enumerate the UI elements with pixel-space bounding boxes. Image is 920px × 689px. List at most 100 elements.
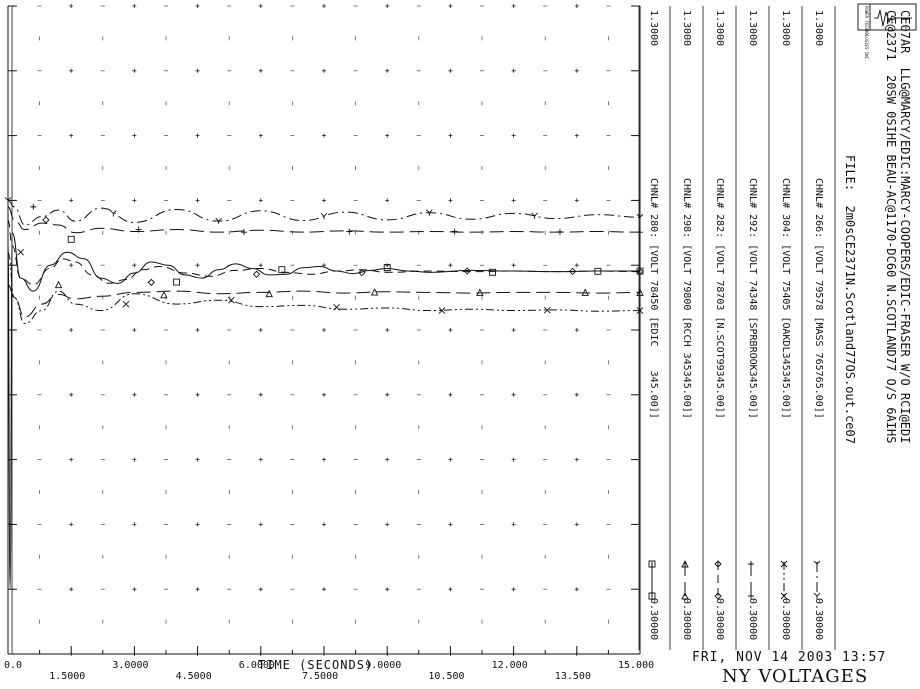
series-marker xyxy=(30,203,37,210)
series-2 xyxy=(7,248,644,325)
legend-min: 0.30000 xyxy=(648,598,659,641)
series-marker xyxy=(748,561,754,567)
series-marker xyxy=(278,266,286,274)
x-tick-label: 4.5000 xyxy=(175,671,212,682)
grid-cross xyxy=(195,457,200,462)
legend-max: 1.3000 xyxy=(681,10,692,47)
series-marker xyxy=(122,300,130,308)
grid-cross xyxy=(448,263,453,268)
grid-cross xyxy=(322,4,326,8)
x-tick-label: 0.0 xyxy=(4,660,23,671)
series-marker xyxy=(556,228,563,235)
grid-cross xyxy=(511,392,516,397)
series-marker xyxy=(265,289,273,298)
legend-max: 1.3000 xyxy=(648,10,659,47)
grid-cross xyxy=(448,133,453,138)
series-marker xyxy=(748,593,754,599)
grid-cross xyxy=(511,263,516,268)
legend-max: 1.3000 xyxy=(780,10,791,47)
grid-cross xyxy=(195,587,200,592)
grid-cross xyxy=(385,392,390,397)
grid-cross xyxy=(258,457,263,462)
grid-cross xyxy=(448,198,453,203)
series-marker xyxy=(681,559,689,568)
series-5 xyxy=(7,280,644,318)
series-marker xyxy=(383,264,391,272)
series-marker xyxy=(147,278,155,287)
legend-name: CHNL# 280: [VOLT 78450 [EDIC 345.00]] xyxy=(648,178,659,419)
legend-min: 0.30000 xyxy=(714,598,725,641)
grid-cross xyxy=(448,392,453,397)
grid-cross xyxy=(322,457,326,462)
grid-cross xyxy=(511,522,516,527)
series-line xyxy=(7,251,641,325)
grid-cross xyxy=(385,587,390,592)
grid-cross xyxy=(511,198,516,203)
grid-cross xyxy=(574,68,579,73)
grid-cross xyxy=(448,328,453,332)
date-time-stamp: FRI, NOV 14 2003 13:57 xyxy=(692,650,887,665)
legend-min: 0.30000 xyxy=(681,598,692,641)
series-marker xyxy=(135,226,142,233)
legend-name: CHNL# 292: [VOLT 74348 [SPRBROOK345.00]] xyxy=(747,178,758,419)
grid-cross xyxy=(448,4,453,8)
logo xyxy=(857,3,917,31)
x-tick-label: 15.000 xyxy=(618,660,655,671)
grid-cross xyxy=(448,587,453,592)
x-tick-label: 13.500 xyxy=(554,671,591,682)
x-tick-label: 7.5000 xyxy=(302,671,339,682)
grid-cross xyxy=(322,263,326,268)
series-marker xyxy=(813,592,821,599)
series-marker xyxy=(110,210,117,217)
series-marker xyxy=(173,278,180,286)
plot-grid xyxy=(7,4,641,656)
series-marker xyxy=(581,288,589,296)
grid-cross xyxy=(322,392,326,397)
grid-cross xyxy=(258,263,263,268)
title-line-2: CE@2371 20SW 0SIHE BEAU-AC@1170-DC60 N.S… xyxy=(884,10,898,444)
series-line xyxy=(7,219,641,286)
series-marker xyxy=(240,229,247,236)
grid-cross xyxy=(69,133,74,138)
grid-cross xyxy=(258,133,263,138)
grid-cross xyxy=(69,263,74,268)
legend-name: CHNL# 298: [VOLT 79800 [RCCH 345345.00]] xyxy=(681,178,692,419)
grid-cross xyxy=(574,587,579,592)
series-marker xyxy=(568,267,577,275)
legend-max: 1.3000 xyxy=(714,10,725,47)
file-label: FILE: 2m0sCE2371N.Scotland77OS.out.ce07 xyxy=(843,155,857,444)
grid-cross xyxy=(195,392,200,397)
legend-name: CHNL# 266: [VOLT 79578 [MASS 765765.00]] xyxy=(813,178,824,419)
x-tick-label: 3.0000 xyxy=(112,660,149,671)
grid-cross xyxy=(132,392,137,397)
series-marker xyxy=(346,228,353,235)
grid-cross xyxy=(322,133,326,138)
series-line xyxy=(7,232,640,590)
grid-cross xyxy=(511,133,516,138)
series-marker xyxy=(714,592,722,600)
grid-cross xyxy=(448,457,453,462)
grid-cross xyxy=(322,522,326,527)
series-4 xyxy=(7,216,644,287)
grid-cross xyxy=(448,68,453,73)
grid-cross xyxy=(132,133,137,138)
series-marker xyxy=(215,217,222,225)
grid-cross xyxy=(69,198,74,203)
grid-cross xyxy=(69,328,74,332)
grid-cross xyxy=(511,4,516,8)
series-marker xyxy=(681,591,689,600)
plot-frame xyxy=(7,6,641,655)
grid-cross xyxy=(195,522,200,527)
x-tick-label: 6.0000 xyxy=(238,660,275,671)
series-marker xyxy=(714,560,722,568)
series-marker xyxy=(67,235,75,243)
grid-cross xyxy=(195,133,200,138)
grid-cross xyxy=(322,587,326,592)
series-line xyxy=(7,206,641,234)
series-marker xyxy=(463,267,471,275)
series-marker xyxy=(54,280,63,289)
grid-cross xyxy=(511,328,516,332)
grid-cross xyxy=(132,263,137,268)
series-marker xyxy=(370,288,379,296)
